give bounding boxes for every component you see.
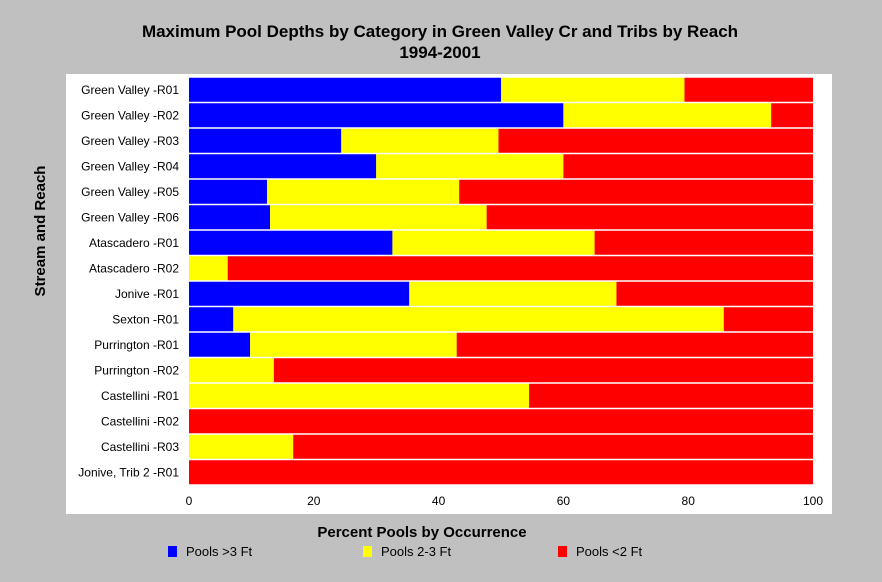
legend-swatch-pools-3-ft: [168, 546, 177, 557]
bar-green-valley-r03-pools-2-3-ft: [341, 128, 499, 153]
legend-swatch-pools-2-ft: [558, 546, 567, 557]
category-label: Jonive, Trib 2 -R01: [78, 465, 179, 479]
x-tick-label: 0: [186, 494, 193, 508]
category-label: Jonive -R01: [115, 287, 179, 301]
bar-green-valley-r03-pools-3-ft: [189, 128, 342, 153]
legend-label: Pools 2-3 Ft: [381, 544, 451, 559]
bar-purrington-r01-pools-2-ft: [456, 332, 813, 357]
x-tick-labels: 0 20 40 60 80 100: [186, 494, 824, 508]
category-label: Green Valley -R02: [81, 108, 179, 122]
bar-green-valley-r05-pools-2-3-ft: [267, 179, 460, 204]
x-tick-label: 100: [803, 494, 823, 508]
x-axis-label: Percent Pools by Occurrence: [317, 524, 526, 541]
bar-green-valley-r01-pools-2-ft: [684, 77, 813, 102]
category-label: Purrington -R01: [94, 338, 179, 352]
x-tick-label: 40: [432, 494, 446, 508]
bar-atascadero-r01-pools-3-ft: [189, 230, 393, 255]
bar-atascadero-r01-pools-2-ft: [594, 230, 813, 255]
bar-atascadero-r02-pools-2-3-ft: [189, 256, 228, 281]
category-label: Atascadero -R02: [89, 261, 179, 275]
bar-sexton-r01-pools-3-ft: [189, 307, 234, 332]
category-label: Castellini -R02: [101, 414, 179, 428]
x-tick-label: 80: [682, 494, 696, 508]
category-label: Green Valley -R05: [81, 185, 179, 199]
category-label: Green Valley -R06: [81, 210, 179, 224]
x-tick-label: 60: [557, 494, 571, 508]
bar-purrington-r02-pools-2-3-ft: [189, 358, 274, 383]
bar-purrington-r01-pools-3-ft: [189, 332, 251, 357]
legend-swatch-pools-2-3-ft: [363, 546, 372, 557]
bar-castellini-r01-pools-2-ft: [529, 383, 813, 408]
bar-castellini-r02-pools-2-ft: [189, 409, 813, 434]
bar-green-valley-r04-pools-2-ft: [563, 154, 813, 179]
category-label: Purrington -R02: [94, 363, 179, 377]
bar-sexton-r01-pools-2-3-ft: [233, 307, 724, 332]
category-label: Castellini -R01: [101, 389, 179, 403]
x-tick-label: 20: [307, 494, 321, 508]
bar-jonive-r01-pools-2-3-ft: [409, 281, 617, 306]
category-labels: Green Valley -R01 Green Valley -R02 Green …: [78, 83, 179, 480]
bar-green-valley-r02-pools-3-ft: [189, 103, 564, 128]
chart-title: Maximum Pool Depths by Category in Green…: [142, 22, 738, 41]
bar-sexton-r01-pools-2-ft: [723, 307, 813, 332]
bar-green-valley-r06-pools-3-ft: [189, 205, 271, 230]
category-label: Green Valley -R01: [81, 83, 179, 97]
legend-label: Pools >3 Ft: [186, 544, 253, 559]
category-label: Green Valley -R03: [81, 134, 179, 148]
legend: Pools >3 Ft Pools 2-3 Ft Pools <2 Ft: [168, 544, 643, 559]
bar-green-valley-r06-pools-2-ft: [486, 205, 813, 230]
bar-green-valley-r02-pools-2-3-ft: [563, 103, 772, 128]
category-label: Castellini -R03: [101, 440, 179, 454]
bar-castellini-r01-pools-2-3-ft: [189, 383, 530, 408]
category-label: Sexton -R01: [112, 312, 179, 326]
bar-green-valley-r05-pools-3-ft: [189, 179, 267, 204]
bars-group: [189, 77, 814, 485]
bar-green-valley-r01-pools-2-3-ft: [501, 77, 685, 102]
chart-subtitle: 1994-2001: [399, 43, 480, 62]
bar-jonive-r01-pools-3-ft: [189, 281, 410, 306]
category-label: Green Valley -R04: [81, 159, 179, 173]
bar-green-valley-r06-pools-2-3-ft: [270, 205, 487, 230]
y-axis-label: Stream and Reach: [32, 166, 49, 297]
bar-atascadero-r02-pools-2-ft: [227, 256, 814, 281]
bar-jonive-r01-pools-2-ft: [616, 281, 813, 306]
bar-green-valley-r04-pools-3-ft: [189, 154, 377, 179]
bar-castellini-r03-pools-2-ft: [293, 434, 813, 459]
category-label: Atascadero -R01: [89, 236, 179, 250]
bar-purrington-r01-pools-2-3-ft: [250, 332, 457, 357]
bar-jonive-trib-2-r01-pools-2-ft: [189, 460, 813, 485]
legend-label: Pools <2 Ft: [576, 544, 643, 559]
bar-green-valley-r01-pools-3-ft: [189, 77, 501, 102]
bar-purrington-r02-pools-2-ft: [273, 358, 813, 383]
bar-green-valley-r05-pools-2-ft: [459, 179, 813, 204]
bar-green-valley-r03-pools-2-ft: [498, 128, 813, 153]
bar-atascadero-r01-pools-2-3-ft: [392, 230, 595, 255]
bar-green-valley-r04-pools-2-3-ft: [376, 154, 564, 179]
bar-green-valley-r02-pools-2-ft: [771, 103, 813, 128]
bar-castellini-r03-pools-2-3-ft: [189, 434, 294, 459]
